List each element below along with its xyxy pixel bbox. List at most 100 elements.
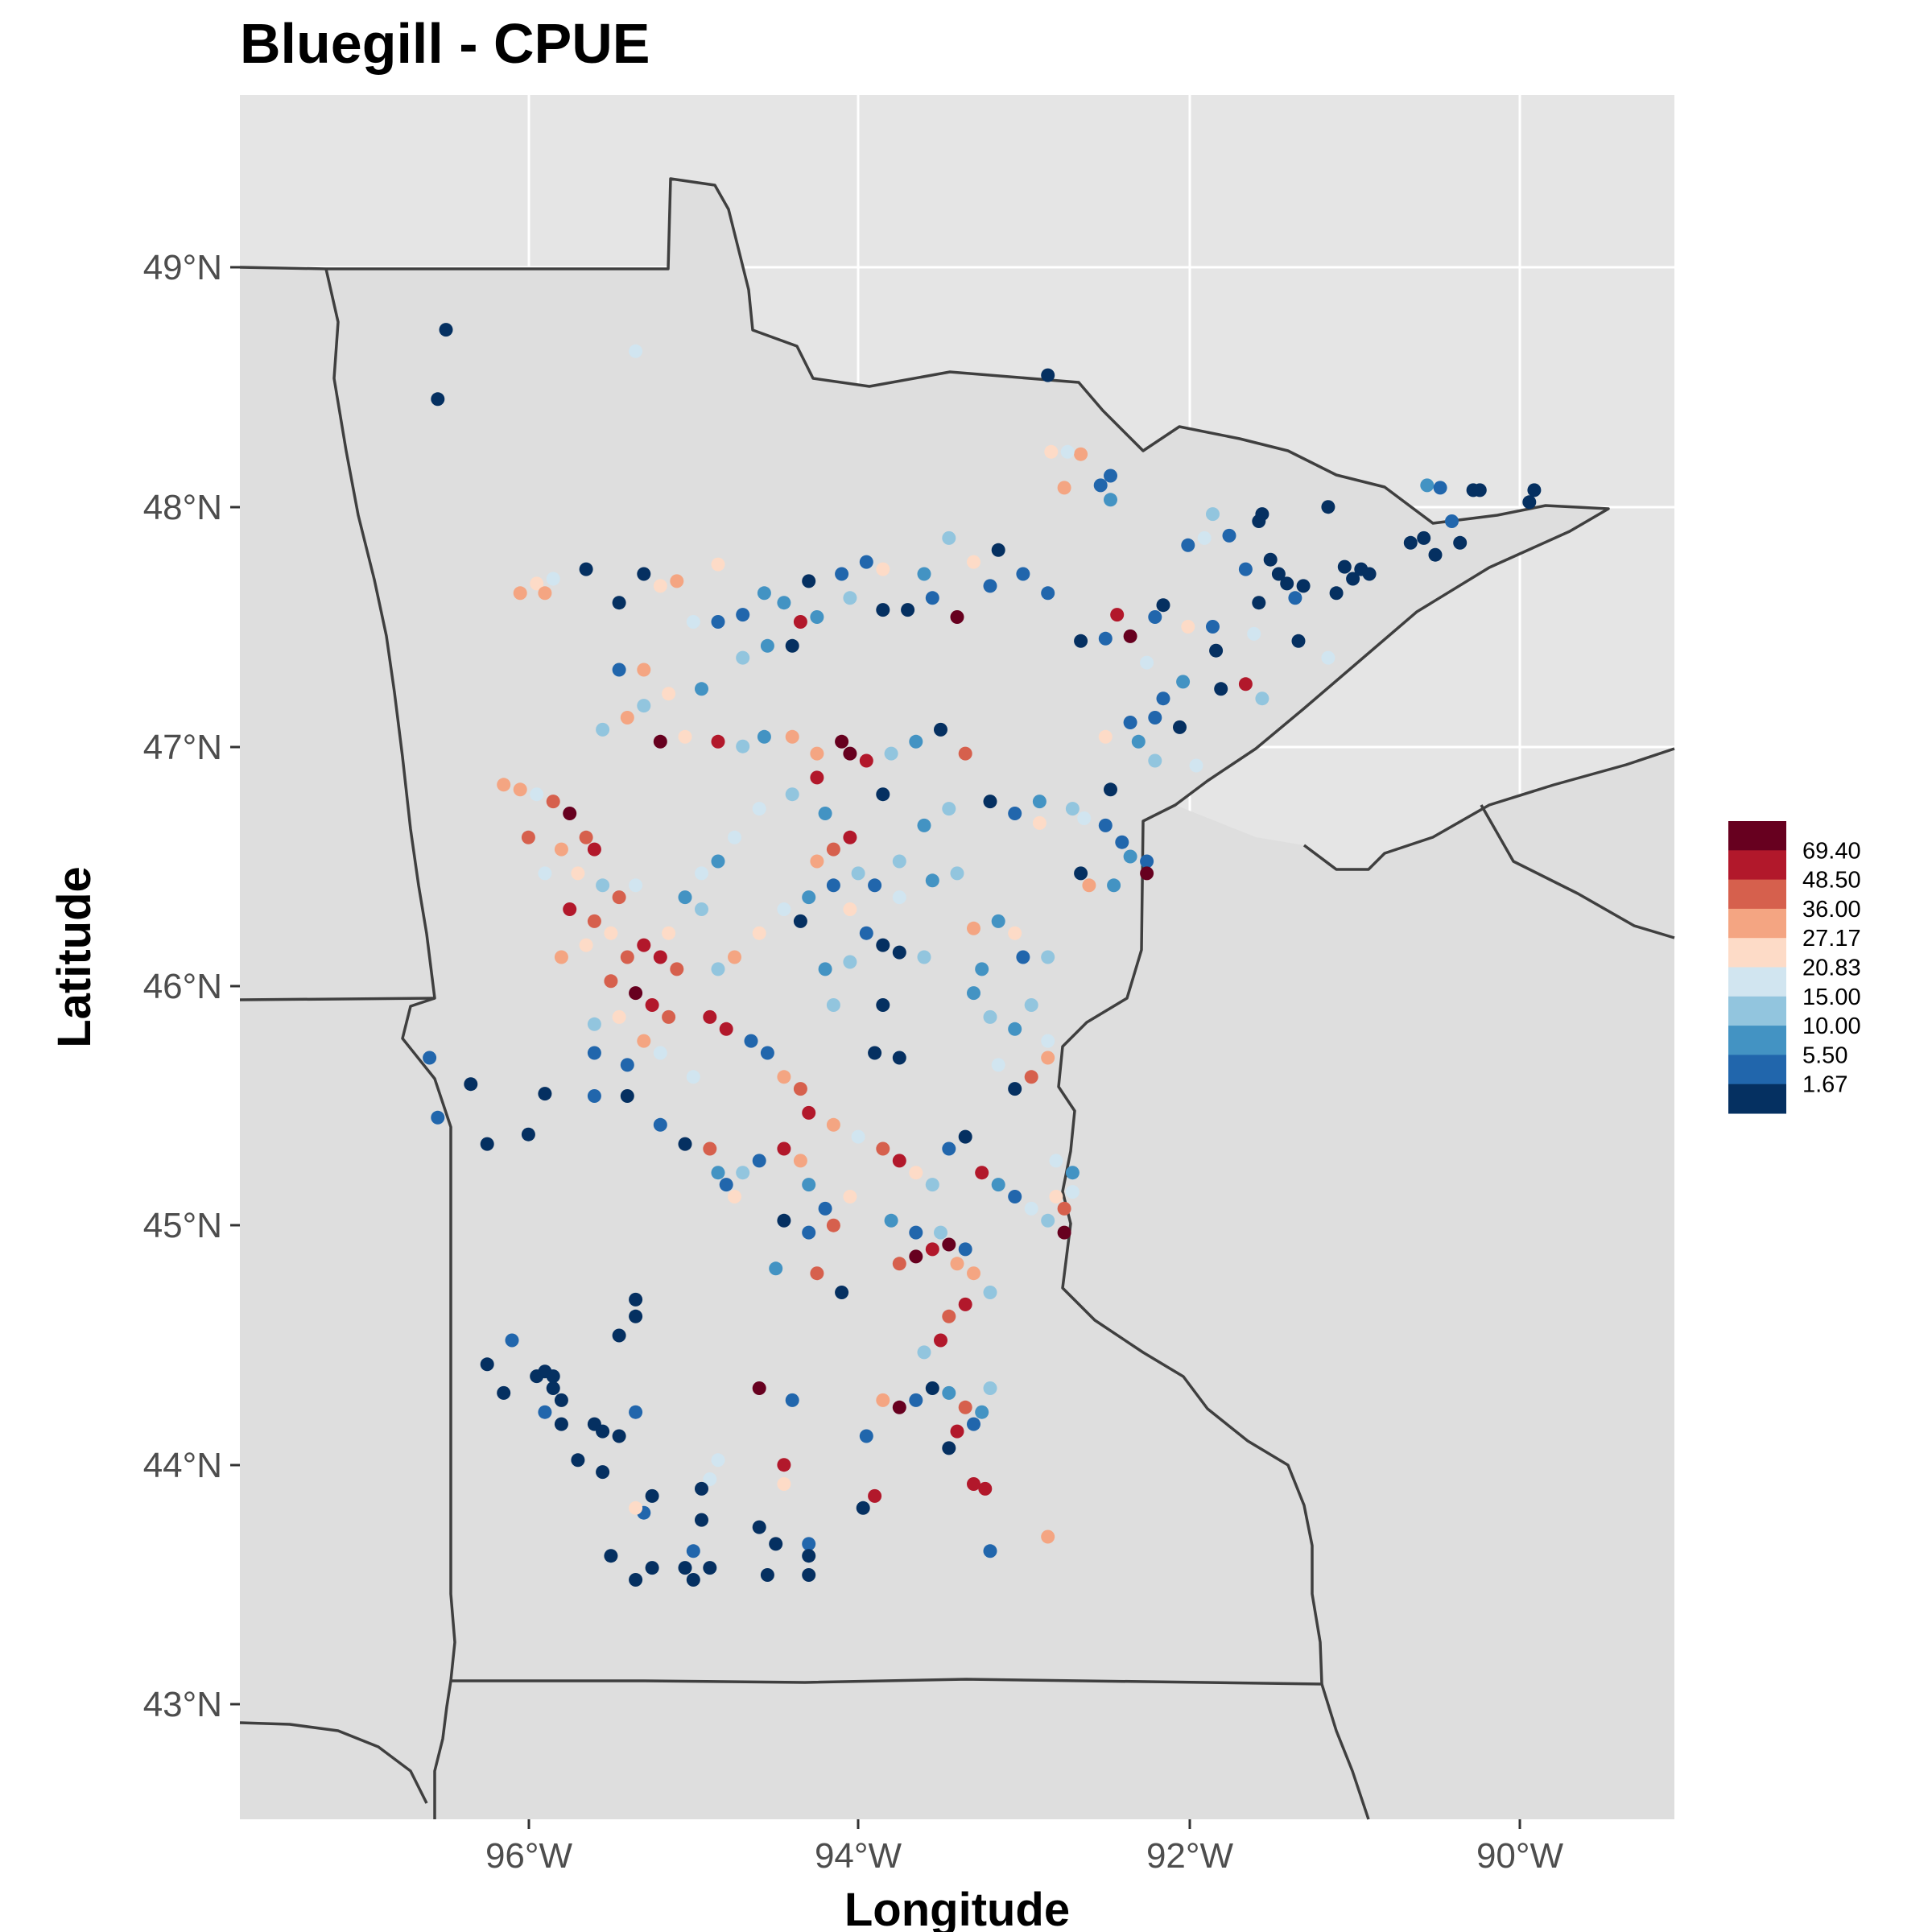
- cpue-point: [637, 567, 651, 581]
- cpue-point: [695, 682, 708, 696]
- cpue-point: [439, 323, 453, 337]
- cpue-point: [876, 787, 890, 802]
- cpue-point: [678, 1561, 692, 1575]
- cpue-point: [835, 734, 849, 749]
- cpue-point: [695, 866, 708, 881]
- border-upper-michigan: [1302, 747, 1675, 871]
- cpue-point: [686, 1070, 700, 1084]
- cpue-point: [538, 866, 552, 881]
- y-tick-label-49: 49°N: [143, 248, 222, 287]
- cpue-point: [991, 914, 1005, 928]
- cpue-point: [579, 938, 593, 952]
- legend-label: 15.00: [1802, 985, 1861, 1010]
- cpue-point: [917, 567, 931, 581]
- cpue-point: [942, 1309, 956, 1323]
- cpue-point: [686, 1573, 700, 1587]
- cpue-point: [653, 1117, 667, 1132]
- cpue-point: [629, 344, 643, 358]
- cpue-point: [1041, 950, 1055, 964]
- cpue-point: [1098, 631, 1113, 646]
- cpue-point: [942, 1237, 956, 1252]
- cpue-point: [662, 926, 676, 940]
- cpue-point: [856, 1501, 870, 1515]
- cpue-point: [917, 950, 931, 964]
- cpue-point: [826, 1117, 840, 1132]
- cpue-point: [752, 926, 766, 940]
- cpue-point: [810, 1266, 824, 1281]
- cpue-point: [851, 866, 865, 881]
- cpue-point: [958, 1297, 972, 1311]
- cpue-point: [431, 1110, 445, 1125]
- cpue-point: [497, 778, 511, 792]
- cpue-point: [1420, 478, 1435, 493]
- legend-label: 20.83: [1802, 956, 1861, 981]
- cpue-point: [579, 562, 593, 576]
- cpue-point: [1098, 818, 1113, 832]
- cpue-point: [711, 854, 725, 869]
- cpue-point: [859, 1429, 873, 1443]
- cpue-point: [909, 1249, 923, 1264]
- cpue-point: [703, 1472, 717, 1486]
- cpue-point: [1057, 1225, 1071, 1240]
- cpue-point: [769, 1537, 783, 1551]
- cpue-point: [579, 830, 593, 844]
- cpue-point: [596, 1465, 610, 1480]
- legend-label: 10.00: [1802, 1013, 1861, 1039]
- cpue-point: [983, 1009, 997, 1024]
- cpue-point: [703, 1561, 717, 1575]
- cpue-point: [958, 746, 972, 761]
- cpue-point: [1140, 655, 1154, 670]
- cpue-point: [967, 921, 980, 935]
- cpue-point: [934, 722, 947, 737]
- cpue-point: [629, 986, 643, 1001]
- cpue-point: [686, 615, 700, 629]
- cpue-point: [596, 878, 610, 893]
- cpue-point: [1065, 1185, 1080, 1199]
- legend-swatches: [1728, 821, 1786, 1114]
- cpue-point: [587, 1017, 601, 1031]
- legend-swatch: [1728, 879, 1786, 910]
- cpue-point: [711, 557, 725, 572]
- cpue-point: [538, 1405, 552, 1419]
- cpue-point: [1074, 866, 1088, 881]
- cpue-point: [546, 795, 560, 809]
- cpue-point: [884, 1213, 898, 1228]
- cpue-point: [942, 1441, 956, 1455]
- cpue-point: [1065, 1166, 1080, 1180]
- cpue-point: [818, 1201, 832, 1216]
- cpue-point: [835, 567, 849, 581]
- cpue-point: [711, 1453, 725, 1468]
- cpue-point: [1123, 849, 1137, 864]
- cpue-point: [1148, 753, 1162, 768]
- cpue-point: [802, 890, 816, 905]
- cpue-point: [637, 699, 651, 713]
- cpue-point: [1197, 530, 1212, 545]
- cpue-point: [1181, 620, 1195, 634]
- cpue-point: [777, 1070, 791, 1084]
- cpue-point: [769, 1261, 783, 1276]
- cpue-point: [942, 530, 956, 545]
- cpue-point: [1041, 1051, 1055, 1065]
- cpue-point: [876, 603, 890, 617]
- cpue-point: [728, 1190, 741, 1203]
- cpue-point: [604, 1549, 618, 1563]
- y-tick-label-43: 43°N: [143, 1685, 222, 1724]
- cpue-point: [703, 1009, 717, 1024]
- y-axis: 49°N 48°N 47°N 46°N 45°N 44°N 43°N Latit…: [48, 248, 240, 1724]
- legend-swatch: [1728, 967, 1786, 997]
- cpue-point: [876, 938, 890, 952]
- cpue-point: [793, 914, 807, 928]
- cpue-point: [612, 663, 626, 677]
- cpue-point: [1206, 620, 1220, 634]
- x-tick-label-96: 96°W: [485, 1836, 573, 1876]
- cpue-point: [892, 854, 906, 869]
- cpue-point: [695, 1481, 708, 1496]
- cpue-point: [653, 950, 667, 964]
- legend-swatch: [1728, 996, 1786, 1026]
- land-iowa: [435, 1679, 1368, 1819]
- legend-label: 27.17: [1802, 926, 1861, 952]
- cpue-point: [554, 1393, 568, 1407]
- cpue-point: [1123, 629, 1137, 643]
- cpue-point: [892, 890, 906, 905]
- cpue-point: [1472, 483, 1487, 497]
